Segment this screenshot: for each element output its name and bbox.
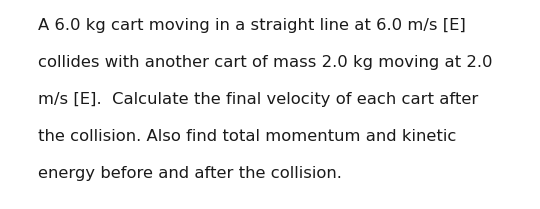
- Text: energy before and after the collision.: energy before and after the collision.: [38, 166, 342, 181]
- Text: collides with another cart of mass 2.0 kg moving at 2.0: collides with another cart of mass 2.0 k…: [38, 55, 492, 70]
- Text: m/s [E].  Calculate the final velocity of each cart after: m/s [E]. Calculate the final velocity of…: [38, 92, 478, 107]
- Text: A 6.0 kg cart moving in a straight line at 6.0 m/s [E]: A 6.0 kg cart moving in a straight line …: [38, 18, 466, 33]
- Text: the collision. Also find total momentum and kinetic: the collision. Also find total momentum …: [38, 129, 456, 144]
